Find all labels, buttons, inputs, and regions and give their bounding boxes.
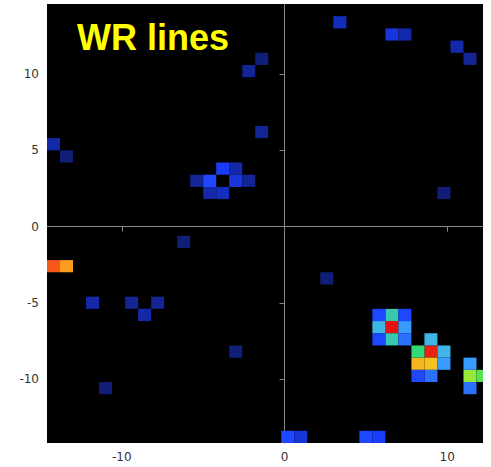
- svg-text:-10: -10: [112, 450, 132, 464]
- svg-text:10: 10: [440, 450, 455, 464]
- svg-text:0: 0: [281, 450, 289, 464]
- svg-text:0: 0: [31, 220, 39, 234]
- svg-text:5: 5: [31, 143, 39, 157]
- svg-text:-5: -5: [27, 296, 39, 310]
- svg-text:-10: -10: [19, 372, 39, 386]
- svg-text:WR lines: WR lines: [77, 17, 229, 58]
- svg-text:10: 10: [24, 67, 39, 81]
